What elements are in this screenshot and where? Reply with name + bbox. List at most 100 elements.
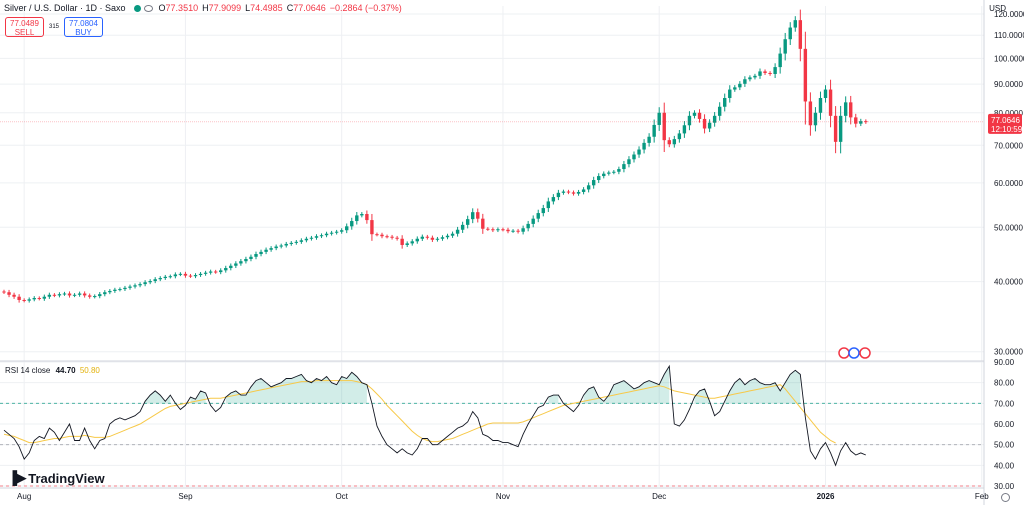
low-label: L xyxy=(245,3,251,13)
candle-body xyxy=(445,235,450,238)
candle-body xyxy=(647,136,651,143)
time-tick-label: Feb xyxy=(975,492,989,501)
rsi-ma-line xyxy=(3,380,836,444)
candle-body xyxy=(405,243,409,245)
candle-body xyxy=(455,229,460,234)
candle-body xyxy=(828,89,833,116)
candle-body xyxy=(531,218,535,224)
time-tick-label: 2026 xyxy=(817,492,835,501)
candle-body xyxy=(516,230,520,232)
candle-body xyxy=(213,271,218,273)
spread-value: 315 xyxy=(49,24,60,30)
candle-body xyxy=(602,173,606,177)
candle-body xyxy=(743,79,747,84)
candle-body xyxy=(224,268,228,271)
candle-body xyxy=(380,234,384,237)
candle-body xyxy=(561,191,566,193)
countdown-label: 12:10:59 xyxy=(991,125,1023,134)
time-tick-label: Sep xyxy=(178,492,193,501)
candle-body xyxy=(395,237,399,239)
candle-body xyxy=(682,125,687,134)
candle-body xyxy=(849,102,853,118)
candle-body xyxy=(768,72,772,75)
candle-body xyxy=(128,286,132,288)
price-tick-label: 100.0000 xyxy=(994,54,1024,63)
candle-body xyxy=(551,197,556,202)
candle-body xyxy=(108,290,112,293)
tradingview-logo[interactable]: ▐▶ TradingView xyxy=(8,470,105,486)
candle-body xyxy=(17,296,21,300)
candle-body xyxy=(52,294,57,296)
sell-price: 77.0489 xyxy=(10,19,39,28)
candle-body xyxy=(430,237,435,240)
candle-body xyxy=(733,87,737,90)
candle-body xyxy=(506,229,510,232)
candle-body xyxy=(385,236,389,238)
sell-button[interactable]: 77.0489 SELL xyxy=(5,17,44,37)
candle-body xyxy=(541,208,545,214)
candle-body xyxy=(723,98,727,107)
rsi-pane: 30.00 40.00 50.00 60.00 70.00 80.00 90.00 xyxy=(0,358,1015,491)
economic-event-icon xyxy=(859,347,871,359)
settings-icon[interactable] xyxy=(1001,493,1010,502)
candle-body xyxy=(299,240,304,242)
candle-body xyxy=(687,115,692,126)
candle-body xyxy=(143,282,147,285)
candle-body xyxy=(138,284,142,286)
time-tick-label: Nov xyxy=(496,492,510,501)
close-label: C xyxy=(286,3,294,13)
candle-body xyxy=(98,294,102,297)
candle-body xyxy=(254,254,258,257)
time-tick-label: Dec xyxy=(652,492,666,501)
symbol-title[interactable]: Silver / U.S. Dollar · 1D · Saxo xyxy=(4,3,126,13)
price-tick-label: 60.0000 xyxy=(994,179,1023,188)
candle-body xyxy=(612,171,616,173)
last-price-label: 77.0646 xyxy=(991,116,1020,125)
candle-body xyxy=(400,238,404,245)
candle-body xyxy=(763,71,767,73)
candle-body xyxy=(27,299,31,301)
rsi-name: RSI 14 close xyxy=(5,366,51,375)
rsi-tick-label: 60.00 xyxy=(994,420,1015,429)
currency-label[interactable]: USD xyxy=(989,4,1006,13)
price-tick-label: 50.0000 xyxy=(994,223,1023,232)
candle-body xyxy=(249,256,253,259)
candle-body xyxy=(274,246,278,249)
price-tick-label: 30.0000 xyxy=(994,348,1023,357)
event-markers[interactable] xyxy=(838,347,871,359)
candle-body xyxy=(748,77,752,80)
candle-body xyxy=(410,241,414,244)
candle-body xyxy=(375,234,379,236)
candle-body xyxy=(622,164,626,170)
candle-body xyxy=(712,115,717,123)
candle-body xyxy=(219,270,223,273)
candle-body xyxy=(435,238,440,240)
buy-button[interactable]: 77.0804 BUY xyxy=(64,17,103,37)
eye-icon[interactable] xyxy=(143,4,153,12)
candle-body xyxy=(289,242,293,244)
candle-body xyxy=(607,172,611,174)
candle-body xyxy=(153,279,157,282)
candle-body xyxy=(632,154,636,160)
candle-body xyxy=(823,89,828,99)
candle-body xyxy=(415,238,419,242)
candle-body xyxy=(12,294,16,297)
candle-body xyxy=(324,233,329,236)
candle-body xyxy=(173,274,178,277)
candle-body xyxy=(32,298,36,300)
candle-body xyxy=(37,298,41,300)
candle-body xyxy=(738,83,742,88)
candle-body xyxy=(365,214,369,221)
candle-body xyxy=(178,273,183,275)
close-value: 77.0646 xyxy=(293,3,326,13)
price-tick-label: 90.0000 xyxy=(994,80,1023,89)
candle-body xyxy=(284,243,288,246)
candle-body xyxy=(813,112,818,126)
candle-body xyxy=(581,189,586,192)
candle-body xyxy=(234,263,238,266)
price-tick-label: 70.0000 xyxy=(994,141,1023,150)
rsi-legend[interactable]: RSI 14 close 44.70 50.80 xyxy=(5,366,100,375)
candle-body xyxy=(93,296,97,298)
